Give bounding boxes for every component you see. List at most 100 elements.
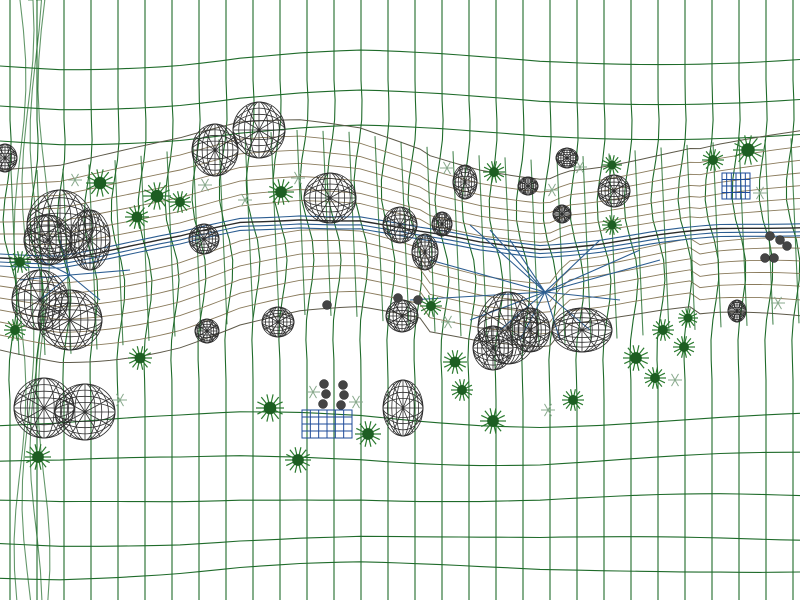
groundcover-leaf bbox=[551, 189, 556, 197]
terrain-grid-hline bbox=[0, 124, 800, 146]
shrub-core bbox=[10, 325, 20, 335]
stone bbox=[319, 379, 329, 389]
terrain-grid-hline bbox=[0, 451, 800, 467]
path-tie bbox=[140, 155, 150, 341]
rock-facet bbox=[190, 231, 218, 247]
groundcover-icon bbox=[573, 160, 587, 174]
groundcover-leaf bbox=[116, 399, 121, 407]
rock-facet bbox=[58, 397, 112, 427]
stone bbox=[765, 231, 775, 241]
shrub-icon bbox=[443, 350, 467, 374]
rock-facet bbox=[728, 305, 746, 317]
groundcover-icon bbox=[291, 171, 305, 185]
path-tie bbox=[712, 142, 722, 328]
shrub-icon bbox=[143, 182, 171, 210]
shrub-core bbox=[630, 352, 642, 364]
terrain-edge-line bbox=[21, 0, 35, 600]
rock-wireframe bbox=[472, 325, 514, 371]
shrub-core bbox=[568, 395, 578, 405]
groundcover-leaf bbox=[312, 391, 317, 399]
path-ring bbox=[0, 162, 800, 214]
terrain-grid-vline bbox=[569, 0, 585, 600]
terrain-grid-vline bbox=[704, 0, 720, 600]
groundcover-leaf bbox=[74, 179, 79, 187]
rock-wireframe bbox=[11, 269, 69, 331]
groundcover-leaf bbox=[352, 395, 357, 403]
groundcover-icon bbox=[113, 393, 127, 407]
shrub-icon bbox=[602, 155, 622, 175]
shrub-icon bbox=[673, 336, 695, 358]
terrain-grid-vline bbox=[650, 0, 666, 600]
shrub-core bbox=[150, 189, 164, 203]
groundcover-leaf bbox=[119, 393, 124, 401]
stone bbox=[393, 293, 403, 303]
groundcover-leaf bbox=[71, 179, 76, 187]
path-tie bbox=[348, 131, 358, 317]
shrub-core bbox=[708, 155, 718, 165]
shrub-icon bbox=[128, 346, 152, 370]
rock-wireframe bbox=[551, 307, 613, 353]
groundcover-leaf bbox=[446, 167, 451, 175]
groundcover-leaf bbox=[74, 173, 79, 181]
shrub-core bbox=[131, 211, 143, 223]
stream-fan-line bbox=[544, 291, 561, 341]
groundcover-leaf bbox=[244, 193, 249, 201]
shrub-group bbox=[4, 135, 785, 473]
groundcover-leaf bbox=[241, 193, 246, 201]
rock-facet bbox=[236, 115, 282, 145]
stone bbox=[322, 300, 332, 310]
stone bbox=[318, 399, 328, 409]
terrain-grid-hline bbox=[0, 411, 800, 429]
shrub-core bbox=[683, 313, 693, 323]
terrain-grid-vline bbox=[299, 0, 315, 600]
path-tie bbox=[218, 139, 228, 325]
shrub-core bbox=[487, 415, 499, 427]
groundcover-leaf bbox=[294, 171, 299, 179]
rock-wireframe bbox=[191, 123, 239, 177]
groundcover-leaf bbox=[759, 186, 764, 194]
rock-wireframe bbox=[452, 164, 478, 200]
terrain-grid-vline bbox=[56, 0, 72, 600]
groundcover-leaf bbox=[548, 183, 553, 191]
shrub-icon bbox=[623, 345, 649, 371]
groundcover-icon bbox=[349, 395, 363, 409]
groundcover-leaf bbox=[355, 401, 360, 409]
shrub-core bbox=[449, 356, 461, 368]
rock-facet bbox=[481, 309, 535, 347]
path-tie bbox=[686, 144, 696, 330]
path-ring bbox=[0, 240, 800, 295]
stream-fan-line bbox=[544, 259, 661, 293]
stone bbox=[760, 253, 770, 263]
groundcover-leaf bbox=[201, 178, 206, 186]
stream-fan-line bbox=[429, 259, 546, 293]
groundcover-leaf bbox=[576, 160, 581, 168]
path-tie bbox=[270, 132, 280, 318]
groundcover-leaf bbox=[241, 199, 246, 207]
rock-facet bbox=[15, 284, 65, 316]
terrain-grid-hline bbox=[0, 535, 800, 547]
rock-wireframe bbox=[411, 233, 439, 271]
groundcover-leaf bbox=[294, 177, 299, 185]
groundcover-icon bbox=[441, 315, 455, 329]
stream-fan-line bbox=[544, 239, 601, 293]
shrub-icon bbox=[420, 295, 442, 317]
rock-facet bbox=[433, 217, 451, 231]
groundcover-leaf bbox=[355, 395, 360, 403]
path-ring bbox=[0, 149, 800, 204]
bench-wireframe bbox=[301, 409, 353, 439]
stream-fan-line bbox=[509, 239, 546, 293]
groundcover-leaf bbox=[116, 393, 121, 401]
rock-wireframe bbox=[232, 101, 286, 159]
shrub-icon bbox=[644, 367, 666, 389]
path-tie bbox=[374, 136, 384, 322]
rock-wireframe bbox=[54, 383, 116, 441]
terrain-grid-vline bbox=[245, 0, 261, 600]
path-tie bbox=[634, 150, 644, 336]
stream-fan-line bbox=[69, 274, 101, 301]
stream-fan-line bbox=[39, 274, 71, 301]
rock-facet bbox=[557, 152, 577, 164]
rock-facet bbox=[263, 314, 293, 330]
groundcover-leaf bbox=[548, 189, 553, 197]
